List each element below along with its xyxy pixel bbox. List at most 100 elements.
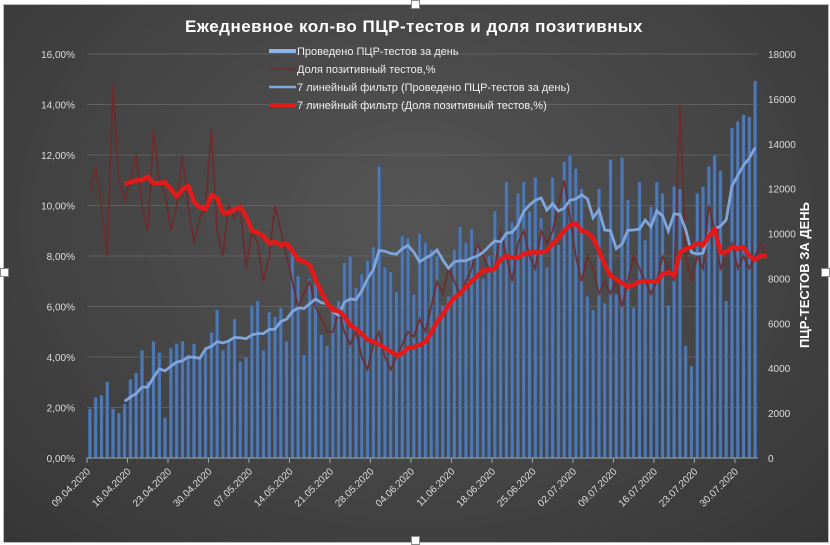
legend-label-tests-ma: 7 линейный фильтр (Проведено ПЦР-тестов … — [297, 82, 570, 94]
x-tick-label: 30.04.2020 — [171, 466, 214, 509]
bar — [186, 354, 191, 459]
right-tick-label: 2000 — [768, 409, 791, 420]
bar — [394, 291, 399, 459]
bar — [724, 300, 729, 459]
x-tick-label: 28.05.2020 — [333, 466, 376, 509]
bar — [411, 293, 416, 459]
bar — [301, 354, 306, 459]
x-tick-label: 21.05.2020 — [293, 466, 336, 509]
bar — [516, 192, 520, 459]
bar — [712, 154, 717, 459]
bar — [93, 397, 98, 459]
bar — [267, 311, 272, 459]
bar — [625, 199, 630, 459]
positive-moving-average-line — [123, 174, 767, 358]
chart-svg: Ежедневное кол-во ПЦР-тестов и доля пози… — [41, 17, 812, 510]
bar — [116, 412, 121, 459]
bar — [654, 181, 659, 459]
left-tick-label: 0,00% — [47, 454, 75, 465]
right-tick-label: 14000 — [768, 140, 796, 151]
bar — [649, 206, 653, 459]
bar — [342, 262, 347, 459]
bar — [631, 307, 636, 459]
bar — [244, 356, 249, 459]
x-tick-label: 16.07.2020 — [617, 466, 660, 509]
left-tick-label: 4,00% — [47, 353, 75, 364]
chart-area[interactable]: Ежедневное кол-во ПЦР-тестов и доля пози… — [3, 4, 829, 543]
right-tick-label: 6000 — [768, 319, 791, 330]
right-axis-title: ПЦР-ТЕСТОВ ЗА ДЕНЬ — [797, 202, 812, 348]
bar — [105, 381, 110, 459]
bar — [377, 166, 382, 459]
bar — [718, 170, 723, 459]
x-tick-label: 04.06.2020 — [374, 466, 417, 509]
bar — [192, 343, 196, 459]
x-tick-label: 23.04.2020 — [131, 466, 174, 509]
resize-handle-top[interactable] — [411, 0, 420, 9]
bar — [666, 305, 671, 459]
bar — [255, 300, 260, 459]
bar — [689, 365, 694, 459]
bar — [637, 181, 642, 459]
bar — [585, 296, 590, 459]
bar — [203, 350, 208, 459]
bar — [753, 80, 758, 459]
bar — [273, 316, 277, 459]
bar — [336, 300, 341, 459]
bar — [521, 181, 526, 459]
bar — [730, 127, 734, 459]
bar — [556, 244, 561, 459]
left-tick-label: 6,00% — [47, 303, 75, 314]
bar — [348, 255, 353, 459]
bar — [140, 350, 144, 459]
positive-share-line — [89, 84, 768, 373]
bar — [440, 305, 445, 459]
bar — [620, 157, 624, 459]
x-tick-label: 09.04.2020 — [50, 466, 93, 509]
bar — [365, 260, 370, 459]
bar — [608, 159, 613, 459]
legend-label-positive: Доля позитивный тестов,% — [297, 64, 436, 76]
x-tick-label: 25.06.2020 — [495, 466, 538, 509]
bar — [492, 210, 497, 459]
bar — [238, 361, 243, 459]
bar — [429, 249, 434, 459]
bar — [544, 267, 549, 459]
bar — [278, 307, 283, 459]
bar — [695, 192, 700, 459]
bar — [701, 186, 705, 459]
bar — [209, 332, 214, 459]
bar — [463, 242, 468, 459]
resize-handle-left[interactable] — [0, 268, 9, 277]
left-tick-label: 10,00% — [41, 202, 75, 213]
left-tick-label: 12,00% — [41, 151, 75, 162]
right-tick-label: 10000 — [768, 230, 796, 241]
bar — [197, 359, 202, 459]
right-tick-label: 16000 — [768, 95, 796, 106]
bar — [533, 177, 538, 459]
x-tick-label: 14.05.2020 — [252, 466, 295, 509]
left-tick-label: 14,00% — [41, 101, 75, 112]
bar — [215, 309, 220, 459]
left-tick-label: 8,00% — [47, 252, 75, 263]
bar — [111, 408, 115, 459]
resize-handle-right[interactable] — [821, 268, 830, 277]
bar — [134, 372, 139, 459]
bar — [99, 394, 104, 459]
legend: Проведено ПЦР-тестов за день Доля позити… — [269, 46, 570, 112]
bar — [128, 379, 133, 459]
bar — [591, 309, 596, 459]
left-tick-label: 2,00% — [47, 404, 75, 415]
x-tick-label: 02.07.2020 — [536, 466, 579, 509]
bar — [660, 192, 665, 459]
legend-label-tests: Проведено ПЦР-тестов за день — [297, 46, 459, 58]
bar — [498, 233, 503, 459]
bar — [677, 188, 682, 459]
resize-handle-bottom[interactable] — [411, 536, 420, 545]
x-tick-label: 07.05.2020 — [212, 466, 255, 509]
bar — [151, 341, 156, 459]
bar — [596, 188, 601, 459]
bar — [284, 341, 289, 459]
bar — [249, 305, 254, 459]
